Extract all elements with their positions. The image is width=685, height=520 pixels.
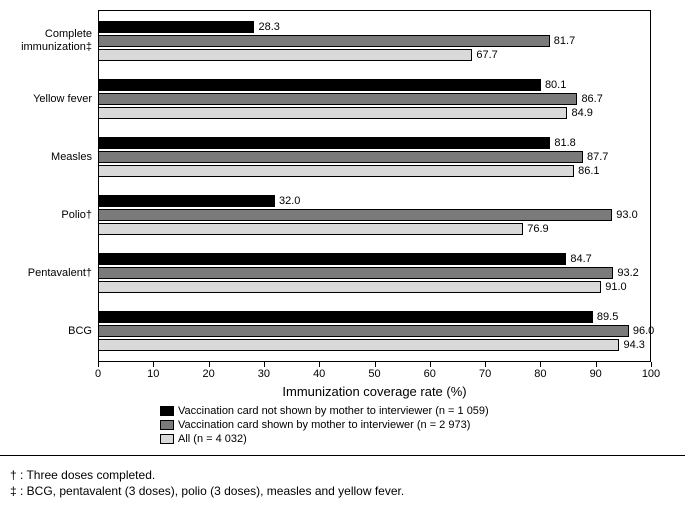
bar xyxy=(98,151,583,163)
legend-swatch xyxy=(160,434,174,444)
x-tick-label: 10 xyxy=(138,368,168,380)
bar xyxy=(98,339,619,351)
divider xyxy=(0,455,685,456)
bar-value-label: 93.0 xyxy=(616,209,637,221)
bar-value-label: 91.0 xyxy=(605,281,626,293)
bar xyxy=(98,223,523,235)
x-tick-label: 30 xyxy=(249,368,279,380)
x-tick-label: 50 xyxy=(360,368,390,380)
chart-container: 28.3 81.7 67.7 80.1 86.7 84.9 81.8 87.7 86.1 32.0… xyxy=(0,0,685,520)
bar-value-label: 89.5 xyxy=(597,311,618,323)
bar xyxy=(98,49,472,61)
bar xyxy=(98,281,601,293)
bar-value-label: 28.3 xyxy=(258,21,279,33)
bar xyxy=(98,107,567,119)
y-category-label: Polio† xyxy=(2,209,92,222)
legend-label: Vaccination card shown by mother to inte… xyxy=(178,419,470,431)
x-tick-mark xyxy=(596,362,597,367)
bar-value-label: 32.0 xyxy=(279,195,300,207)
bar-value-label: 84.9 xyxy=(571,107,592,119)
x-tick-label: 100 xyxy=(636,368,666,380)
x-tick-mark xyxy=(319,362,320,367)
bar xyxy=(98,21,254,33)
legend-label: Vaccination card not shown by mother to … xyxy=(178,405,489,417)
footnote-line: ‡ : BCG, pentavalent (3 doses), polio (3… xyxy=(10,483,404,499)
x-tick-label: 70 xyxy=(470,368,500,380)
bar xyxy=(98,93,577,105)
y-category-label: Measles xyxy=(2,151,92,164)
legend: Vaccination card not shown by mother to … xyxy=(160,404,489,446)
bar xyxy=(98,311,593,323)
bar-value-label: 84.7 xyxy=(570,253,591,265)
bar-value-label: 87.7 xyxy=(587,151,608,163)
bar-value-label: 93.2 xyxy=(617,267,638,279)
bar xyxy=(98,35,550,47)
x-tick-mark xyxy=(540,362,541,367)
y-category-label: BCG xyxy=(2,325,92,338)
x-tick-mark xyxy=(375,362,376,367)
legend-swatch xyxy=(160,406,174,416)
bar xyxy=(98,267,613,279)
x-tick-label: 60 xyxy=(415,368,445,380)
x-tick-mark xyxy=(264,362,265,367)
bar-value-label: 76.9 xyxy=(527,223,548,235)
bar-value-label: 81.8 xyxy=(554,137,575,149)
x-tick-mark xyxy=(98,362,99,367)
bar xyxy=(98,137,550,149)
x-tick-mark xyxy=(485,362,486,367)
x-tick-label: 40 xyxy=(304,368,334,380)
bar-value-label: 94.3 xyxy=(623,339,644,351)
x-tick-label: 80 xyxy=(525,368,555,380)
x-tick-mark xyxy=(153,362,154,367)
bar-value-label: 67.7 xyxy=(476,49,497,61)
plot-area: 28.3 81.7 67.7 80.1 86.7 84.9 81.8 87.7 86.1 32.0… xyxy=(98,10,651,362)
bar xyxy=(98,325,629,337)
x-tick-label: 0 xyxy=(83,368,113,380)
x-tick-mark xyxy=(430,362,431,367)
footnote-line: † : Three doses completed. xyxy=(10,467,404,483)
y-category-label: Completeimmunization‡ xyxy=(2,28,92,53)
bar-value-label: 81.7 xyxy=(554,35,575,47)
y-category-label: Yellow fever xyxy=(2,93,92,106)
y-category-label: Pentavalent† xyxy=(2,267,92,280)
legend-label: All (n = 4 032) xyxy=(178,433,247,445)
x-tick-label: 20 xyxy=(194,368,224,380)
legend-item: All (n = 4 032) xyxy=(160,432,489,446)
bar-value-label: 86.7 xyxy=(581,93,602,105)
x-axis-title: Immunization coverage rate (%) xyxy=(98,384,651,399)
bar xyxy=(98,79,541,91)
bar xyxy=(98,209,612,221)
x-tick-mark xyxy=(209,362,210,367)
bar xyxy=(98,195,275,207)
x-tick-label: 90 xyxy=(581,368,611,380)
bar-value-label: 86.1 xyxy=(578,165,599,177)
legend-item: Vaccination card not shown by mother to … xyxy=(160,404,489,418)
footnotes: † : Three doses completed.‡ : BCG, penta… xyxy=(10,467,404,499)
bar xyxy=(98,165,574,177)
bar xyxy=(98,253,566,265)
legend-swatch xyxy=(160,420,174,430)
bar-value-label: 96.0 xyxy=(633,325,654,337)
x-tick-mark xyxy=(651,362,652,367)
legend-item: Vaccination card shown by mother to inte… xyxy=(160,418,489,432)
bar-value-label: 80.1 xyxy=(545,79,566,91)
